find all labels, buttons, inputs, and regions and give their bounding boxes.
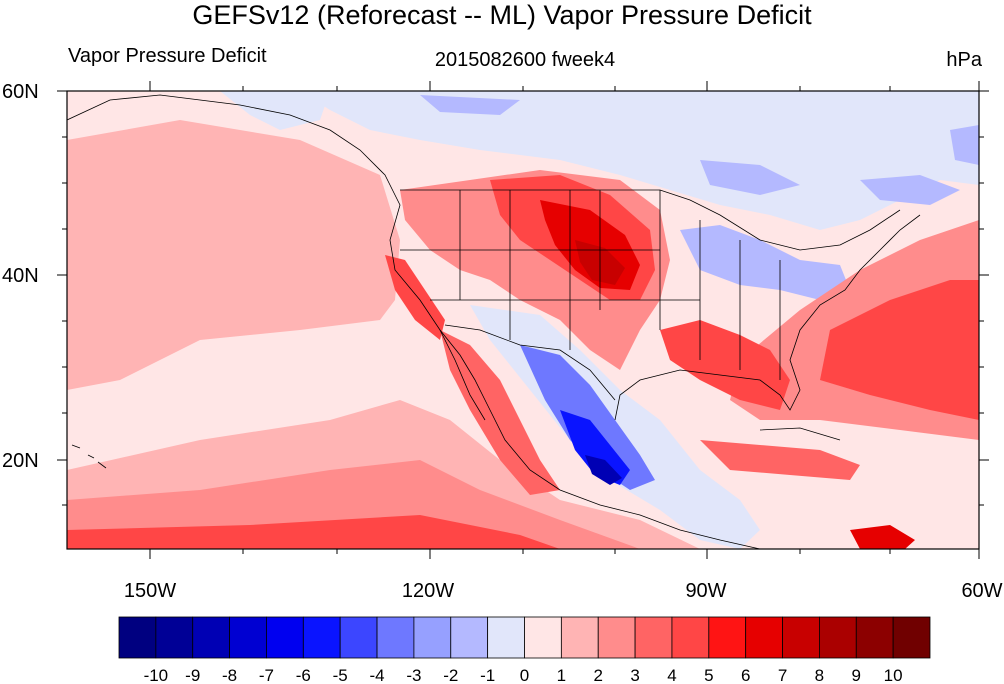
state-lines — [400, 190, 781, 380]
date-forecast-label: 2015082600 fweek4 — [435, 49, 615, 71]
colorbar-swatch — [118, 616, 157, 659]
hawaii-islands — [71, 444, 107, 469]
colorbar-swatch — [266, 616, 304, 659]
colorbar-tick-label: -1 — [480, 666, 495, 684]
colorbar-swatch — [339, 616, 378, 659]
map-panel — [67, 91, 979, 549]
colorbar-tick-label: 3 — [630, 666, 639, 684]
colorbar-swatch — [302, 616, 341, 659]
colorbar-tick-label: -2 — [443, 666, 458, 684]
contour-caribbean-plus3 — [700, 440, 860, 480]
colorbar-tick-label: -10 — [144, 666, 169, 684]
colorbar — [118, 616, 931, 659]
lon-ticks — [149, 81, 980, 559]
colorbar-swatch — [597, 616, 636, 659]
colorbar-swatch — [450, 616, 489, 659]
contour-southeast-plus4 — [660, 320, 790, 410]
lat-ticks — [57, 90, 989, 506]
baja-coastline — [439, 329, 486, 421]
contour-mexico-neg6 — [560, 410, 630, 485]
us-mexico-border — [444, 324, 616, 401]
colorbar-swatch — [155, 616, 194, 659]
units-label: hPa — [946, 49, 982, 71]
colorbar-tick-label: -5 — [333, 666, 348, 684]
colorbar-tick-label: 5 — [704, 666, 713, 684]
colorbar-tick-label: 10 — [884, 666, 903, 684]
contour-pacific-plus1 — [67, 120, 400, 390]
colorbar-swatch — [192, 616, 230, 659]
colorbar-swatch — [892, 616, 931, 659]
colorbar-swatch — [560, 616, 599, 659]
colorbar-swatch — [413, 616, 452, 659]
colorbar-tick-label: -9 — [185, 666, 200, 684]
colorbar-swatch — [376, 616, 415, 659]
contour-gulfalaska-neg1 — [220, 91, 330, 130]
north-america-coastline — [67, 94, 761, 549]
contour-atlantic-plus4 — [820, 280, 979, 420]
figure-title: GEFSv12 (Reforecast -- ML) Vapor Pressur… — [192, 0, 812, 30]
colorbar-swatch — [782, 616, 820, 659]
colorbar-tick-label: -3 — [406, 666, 421, 684]
colorbar-swatch — [487, 616, 525, 659]
colorbar-tick-label: -6 — [296, 666, 311, 684]
colorbar-tick-label: 7 — [778, 666, 787, 684]
variable-label: Vapor Pressure Deficit — [68, 45, 267, 67]
contour-mexico-neg3 — [520, 345, 655, 490]
colorbar-labels: -10 -9 -8 -7 -6 -5 -4 -3 -2 -1 0 1 2 3 4 5 6 7 8 9 10 — [144, 666, 903, 684]
gulf-coastline — [614, 214, 921, 421]
contour-north-neg1 — [300, 91, 979, 230]
colorbar-swatch — [855, 616, 894, 659]
lon-label-120w: 120W — [402, 580, 454, 602]
colorbar-swatch — [708, 616, 747, 659]
colorbar-swatch — [745, 616, 783, 659]
colorbar-swatch — [229, 616, 267, 659]
colorbar-tick-label: 4 — [667, 666, 676, 684]
coastlines-borders — [67, 94, 921, 549]
lat-label-20n: 20N — [2, 450, 39, 472]
contour-northern-bluesmall — [950, 125, 979, 165]
lon-label-90w: 90W — [685, 580, 726, 602]
colorbar-tick-label: 6 — [741, 666, 750, 684]
colorbar-tick-label: -8 — [222, 666, 237, 684]
colorbar-swatch — [671, 616, 710, 659]
contour-canada-neg2 — [420, 95, 960, 205]
us-canada-border — [400, 189, 901, 251]
cuba-island — [759, 427, 841, 441]
colorbar-tick-label: 0 — [520, 666, 529, 684]
colorbar-swatch — [819, 616, 857, 659]
colorbar-tick-label: 1 — [557, 666, 566, 684]
lat-label-40n: 40N — [2, 265, 39, 287]
lon-label-60w: 60W — [961, 580, 1002, 602]
colorbar-tick-label: 9 — [852, 666, 861, 684]
lat-label-60n: 60N — [2, 81, 39, 103]
contour-greatlakes-neg — [680, 225, 850, 300]
colorbar-tick-label: -4 — [369, 666, 384, 684]
colorbar-swatch — [634, 616, 673, 659]
colorbar-tick-label: -7 — [259, 666, 274, 684]
colorbar-swatch — [524, 616, 562, 659]
contour-southamerica-plus — [850, 525, 915, 549]
lon-label-150w: 150W — [124, 580, 176, 602]
colorbar-tick-label: 8 — [815, 666, 824, 684]
contour-pacific-south-plus4 — [67, 515, 560, 549]
contour-mexico-neg8 — [585, 455, 622, 485]
colorbar-tick-label: 2 — [593, 666, 602, 684]
